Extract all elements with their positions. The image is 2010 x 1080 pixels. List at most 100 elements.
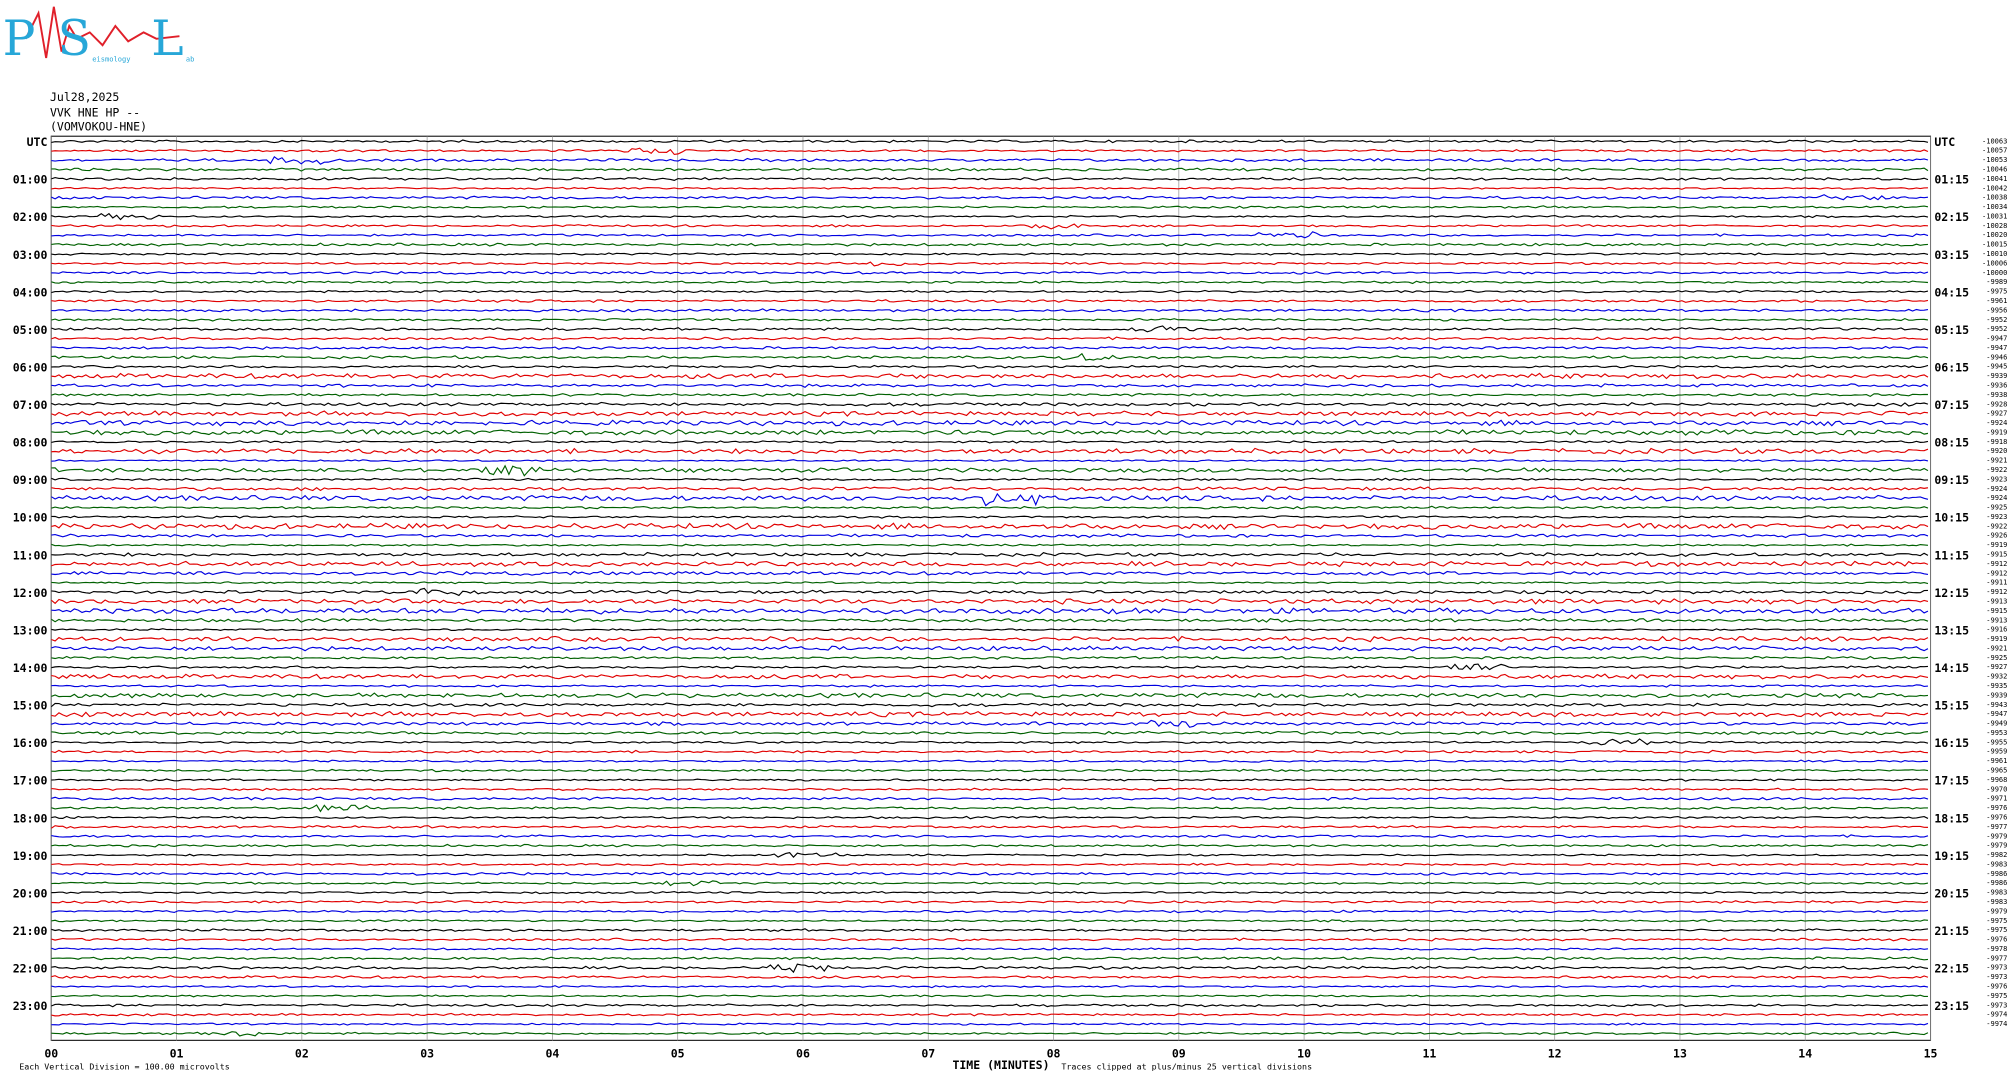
seismic-trace	[51, 796, 1929, 801]
left-time-label: 18:00	[13, 811, 48, 825]
left-time-label: 20:00	[13, 886, 48, 900]
left-time-label: 10:00	[13, 511, 48, 525]
left-time-label: 06:00	[13, 361, 48, 375]
seismic-trace	[51, 730, 1929, 736]
location: (VOMVOKOU-HNE)	[50, 120, 147, 134]
seismic-trace	[51, 205, 1929, 209]
left-time-label: 03:00	[13, 248, 48, 262]
trace-offset: -9920	[1986, 446, 2007, 455]
trace-offset: -9927	[1986, 662, 2007, 671]
trace-offset: -9976	[1986, 803, 2007, 812]
seismic-trace	[51, 186, 1928, 190]
trace-offset: -9973	[1986, 972, 2007, 981]
trace-offset: -9924	[1986, 418, 2007, 427]
trace-offset: -9976	[1986, 935, 2007, 944]
trace-offset: -9919	[1986, 634, 2007, 643]
seismic-trace	[51, 956, 1929, 961]
left-time-label: 19:00	[13, 849, 48, 863]
right-time-label: 15:15	[1934, 699, 1969, 713]
seismic-trace	[50, 598, 1929, 605]
seismic-trace	[51, 1012, 1928, 1017]
seismic-trace	[51, 147, 1929, 156]
seismic-trace	[51, 947, 1929, 951]
seismic-trace	[51, 787, 1929, 792]
trace-offset: -10031	[1982, 211, 2007, 220]
seismic-trace	[51, 280, 1929, 285]
seismic-trace	[51, 352, 1929, 361]
trace-offset: -9926	[1986, 531, 2007, 540]
seismic-trace	[51, 317, 1929, 322]
trace-offset: -9921	[1986, 456, 2007, 465]
seismic-trace	[51, 909, 1929, 914]
right-time-label: 17:15	[1934, 774, 1969, 788]
seismic-trace	[51, 984, 1929, 989]
seismic-trace	[51, 768, 1929, 773]
right-time-label: 07:15	[1934, 398, 1969, 412]
left-time-label: 15:00	[13, 699, 48, 713]
right-time-label: 18:15	[1934, 811, 1969, 825]
seismic-trace	[51, 963, 1929, 974]
x-tick-label: 14	[1798, 1047, 1812, 1061]
trace-offset: -9918	[1986, 437, 2007, 446]
x-tick-label: 05	[671, 1047, 685, 1061]
trace-offset: -10038	[1982, 193, 2007, 202]
trace-offset: -9961	[1986, 296, 2007, 305]
seismic-trace	[51, 1031, 1929, 1037]
x-tick-label: 06	[796, 1047, 810, 1061]
trace-offset: -9955	[1986, 737, 2007, 746]
trace-offset: -9968	[1986, 775, 2007, 784]
seismic-trace	[51, 223, 1929, 230]
trace-offset: -9970	[1986, 784, 2007, 793]
left-time-label: 16:00	[13, 736, 48, 750]
seismic-trace	[51, 261, 1929, 267]
trace-offset: -9925	[1986, 653, 2007, 662]
left-time-label: 22:00	[13, 962, 48, 976]
trace-offset: -9921	[1986, 643, 2007, 652]
trace-offset: -10015	[1982, 240, 2007, 249]
right-time-label: 14:15	[1934, 661, 1969, 675]
scale-note: Each Vertical Division = 100.00 microvol…	[19, 1061, 230, 1071]
seismic-trace	[51, 194, 1929, 201]
x-tick-label: 01	[170, 1047, 184, 1061]
trace-offset: -9935	[1986, 681, 2007, 690]
trace-offset: -10034	[1982, 202, 2007, 211]
seismic-trace	[51, 167, 1929, 172]
x-tick-label: 12	[1548, 1047, 1562, 1061]
right-time-label: 08:15	[1934, 436, 1969, 450]
seismic-trace	[51, 419, 1929, 427]
trace-offset: -9911	[1986, 578, 2007, 587]
plot-frame	[50, 135, 1932, 1041]
x-tick-label: 00	[44, 1047, 58, 1061]
trace-offset: -9979	[1986, 831, 2007, 840]
x-tick-label: 10	[1297, 1047, 1311, 1061]
trace-offset: -9922	[1986, 465, 2007, 474]
trace-offset: -9943	[1986, 700, 2007, 709]
trace-offset: -10063	[1982, 136, 2007, 145]
trace-offset: -9974	[1986, 1019, 2007, 1028]
trace-offset: -10010	[1982, 249, 2007, 258]
seismic-trace	[51, 759, 1928, 763]
right-time-label: 04:15	[1934, 285, 1969, 299]
trace-offset: -9975	[1986, 287, 2007, 296]
right-time-label: 11:15	[1934, 548, 1969, 562]
trace-offset: -10028	[1982, 221, 2007, 230]
seismic-trace	[51, 270, 1929, 275]
left-time-label: 09:00	[13, 473, 48, 487]
right-time-label: 22:15	[1934, 962, 1969, 976]
right-time-label: 02:15	[1934, 210, 1969, 224]
seismic-trace	[50, 492, 1929, 507]
right-time-label: 10:15	[1934, 511, 1969, 525]
seismic-trace	[51, 486, 1929, 492]
x-tick-label: 08	[1047, 1047, 1061, 1061]
seismic-trace	[51, 673, 1929, 680]
left-time-label: UTC	[27, 135, 48, 149]
seismic-trace	[51, 392, 1928, 397]
x-tick-label: 13	[1673, 1047, 1687, 1061]
seismic-trace	[51, 464, 1929, 477]
right-time-label: 13:15	[1934, 623, 1969, 637]
trace-offset: -9977	[1986, 953, 2007, 962]
trace-offset: -9974	[1986, 1010, 2007, 1019]
left-time-label: 04:00	[13, 285, 48, 299]
left-time-label: 07:00	[13, 398, 48, 412]
